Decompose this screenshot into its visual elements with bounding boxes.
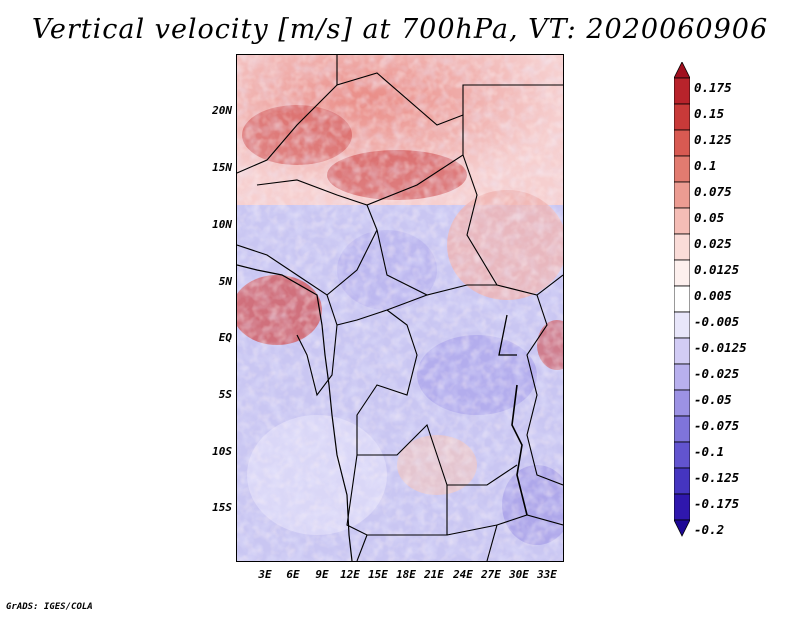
grads-credit: GrADS: IGES/COLA [6, 602, 93, 612]
colorbar-cell [674, 311, 690, 339]
colorbar-cell [674, 62, 690, 79]
colorbar-cell [674, 415, 690, 443]
colorbar-label: -0.05 [694, 392, 732, 407]
colorbar-label: 0.075 [694, 184, 732, 199]
lat-label: 20N [212, 104, 232, 117]
colorbar-cell [674, 389, 690, 417]
lon-label: 18E [396, 568, 416, 581]
lon-label: 24E [453, 568, 473, 581]
lon-label: 15E [368, 568, 388, 581]
colorbar-label: -0.2 [694, 522, 725, 537]
colorbar-cell [674, 103, 690, 131]
colorbar-label: -0.025 [694, 366, 740, 381]
colorbar-label: -0.0125 [694, 340, 747, 355]
map-panel [236, 54, 564, 562]
colorbar-label: 0.025 [694, 236, 732, 251]
colorbar-label: 0.175 [694, 80, 732, 95]
lon-label: 12E [340, 568, 360, 581]
lat-label: 5S [218, 388, 232, 401]
colorbar-label: 0.15 [694, 106, 725, 121]
velocity-field [237, 55, 563, 561]
lon-label: 30E [509, 568, 529, 581]
colorbar-cell [674, 441, 690, 469]
colorbar-label: 0.005 [694, 288, 732, 303]
colorbar-label: -0.125 [694, 470, 740, 485]
colorbar-cell [674, 207, 690, 235]
colorbar-label: 0.1 [694, 158, 717, 173]
lat-label: 10S [212, 445, 232, 458]
map-title: Vertical velocity [m/s] at 700hPa, VT: 2… [31, 14, 769, 45]
lat-label: EQ [218, 331, 232, 344]
colorbar-cell [674, 363, 690, 391]
colorbar-cell [674, 129, 690, 157]
colorbar-label: -0.1 [694, 444, 725, 459]
country-borders [237, 55, 563, 561]
colorbar-label: -0.005 [694, 314, 740, 329]
colorbar-cell [674, 77, 690, 105]
lon-label: 21E [424, 568, 444, 581]
coastline [237, 264, 353, 561]
lat-label: 5N [218, 275, 232, 288]
lon-label: 33E [537, 568, 557, 581]
colorbar-label: -0.075 [694, 418, 740, 433]
colorbar-label: 0.125 [694, 132, 732, 147]
colorbar-label: -0.175 [694, 496, 740, 511]
colorbar-cell [674, 155, 690, 183]
colorbar-cell [674, 181, 690, 209]
colorbar-label: 0.0125 [694, 262, 740, 277]
colorbar-cell [674, 493, 690, 521]
colorbar-cell [674, 337, 690, 365]
lon-label: 3E [258, 568, 272, 581]
lat-label: 10N [212, 218, 232, 231]
colorbar-cell [674, 285, 690, 313]
colorbar-cell [674, 467, 690, 495]
colorbar-cell [674, 233, 690, 261]
lat-label: 15S [212, 501, 232, 514]
lat-label: 15N [212, 161, 232, 174]
lon-label: 27E [481, 568, 501, 581]
lon-label: 6E [286, 568, 300, 581]
colorbar-cell [674, 259, 690, 287]
colorbar-cell [674, 519, 690, 537]
colorbar [674, 62, 690, 537]
colorbar-label: 0.05 [694, 210, 725, 225]
lon-label: 9E [315, 568, 329, 581]
